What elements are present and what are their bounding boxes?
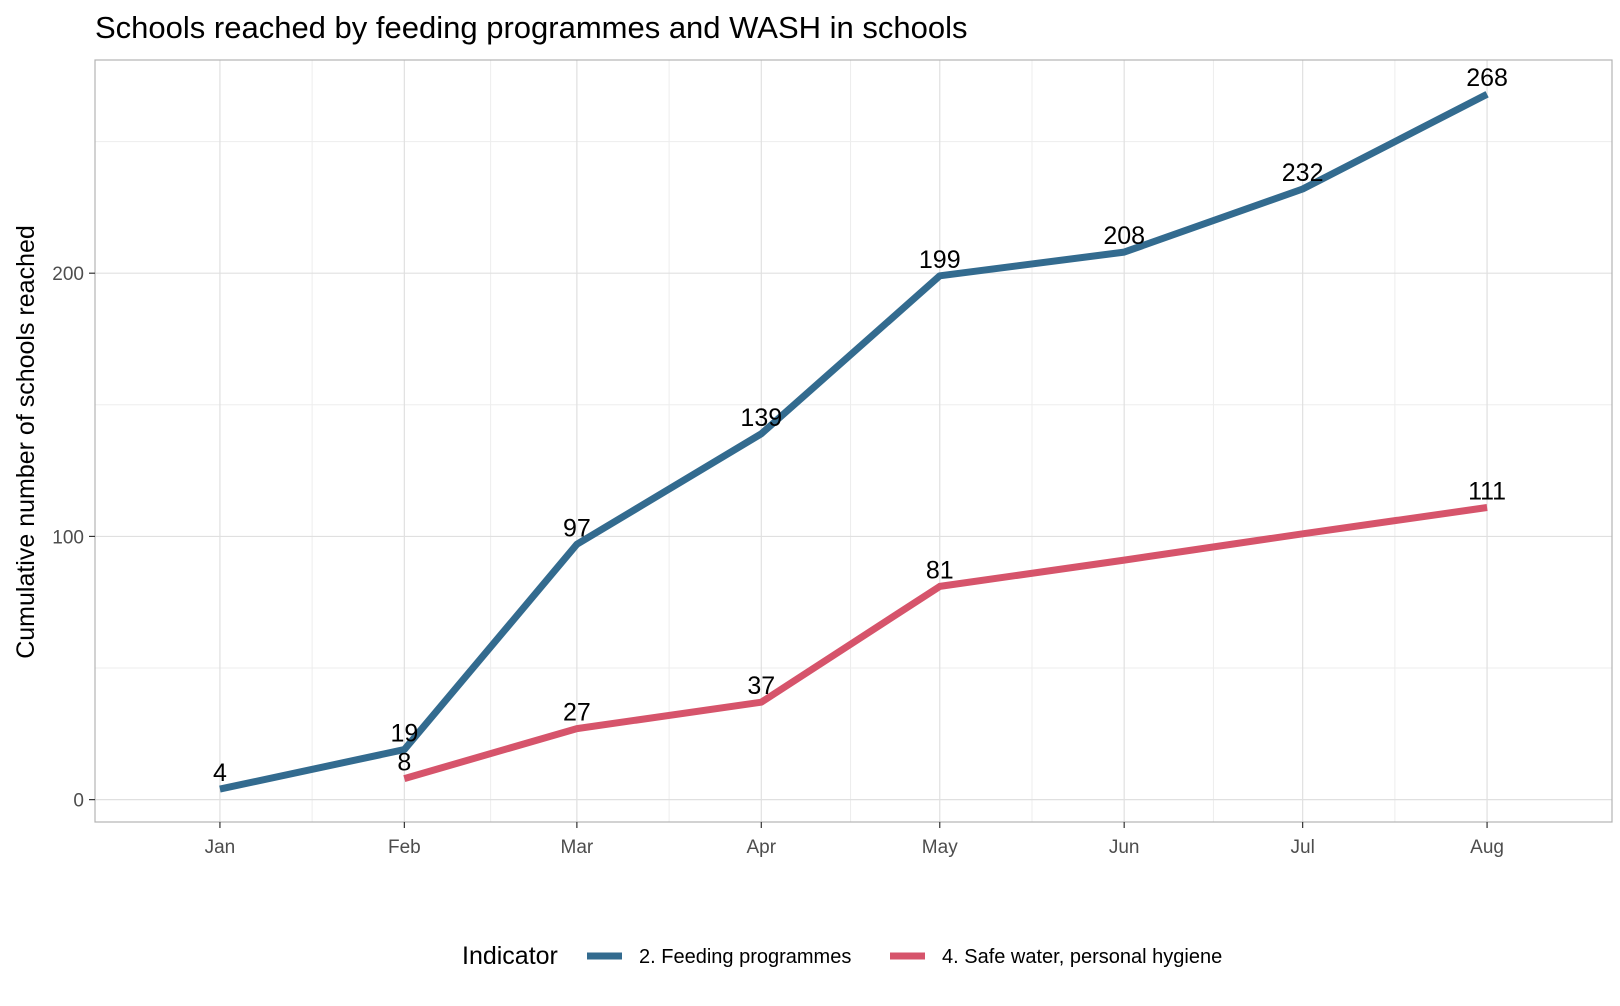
x-tick-label: Mar	[561, 837, 594, 858]
x-axis-ticks: Jan Feb Mar Apr May Jun Jul Aug	[205, 822, 1504, 858]
data-labels: 4 19 97 139 199 208 232 268 8 27 37 81 111	[213, 64, 1508, 787]
data-label: 199	[919, 246, 961, 274]
y-tick-label: 200	[52, 264, 84, 285]
legend-items: 2. Feeding programmes 4. Safe water, pers…	[587, 946, 1222, 968]
x-tick-label: Feb	[388, 837, 421, 858]
data-label: 81	[926, 556, 954, 584]
data-label: 268	[1466, 64, 1508, 92]
series-line-1	[219, 91, 1489, 793]
series-lines	[219, 91, 1489, 793]
y-axis-ticks: 0 100 200	[52, 264, 95, 812]
data-label: 111	[1468, 477, 1506, 505]
data-label: 232	[1282, 159, 1324, 187]
y-tick-label: 100	[52, 527, 84, 548]
grid-major	[95, 60, 1612, 822]
data-label: 27	[563, 699, 591, 727]
chart-title: Schools reached by feeding programmes an…	[95, 10, 967, 45]
data-label: 97	[563, 514, 591, 542]
data-label: 19	[390, 720, 418, 748]
plot-panel-border	[94, 59, 1613, 823]
legend: Indicator 2. Feeding programmes 4. Safe w…	[462, 942, 1222, 970]
data-label: 37	[747, 672, 775, 700]
x-tick-label: Jul	[1291, 837, 1315, 858]
legend-title: Indicator	[462, 942, 558, 970]
x-tick-label: Jan	[205, 837, 236, 858]
legend-label-2: 4. Safe water, personal hygiene	[942, 946, 1222, 968]
x-tick-label: Apr	[747, 837, 777, 858]
y-tick-label: 0	[73, 791, 84, 812]
y-axis-label: Cumulative number of schools reached	[12, 225, 40, 659]
data-label: 139	[740, 404, 782, 432]
data-label: 8	[397, 749, 411, 777]
x-tick-label: Jun	[1109, 837, 1140, 858]
data-label: 208	[1103, 222, 1145, 250]
x-tick-label: May	[922, 837, 958, 858]
data-label: 4	[213, 759, 227, 787]
grid-minor	[95, 60, 1612, 822]
series-line-2	[403, 504, 1488, 782]
legend-label-1: 2. Feeding programmes	[639, 946, 851, 968]
x-tick-label: Aug	[1470, 837, 1504, 858]
